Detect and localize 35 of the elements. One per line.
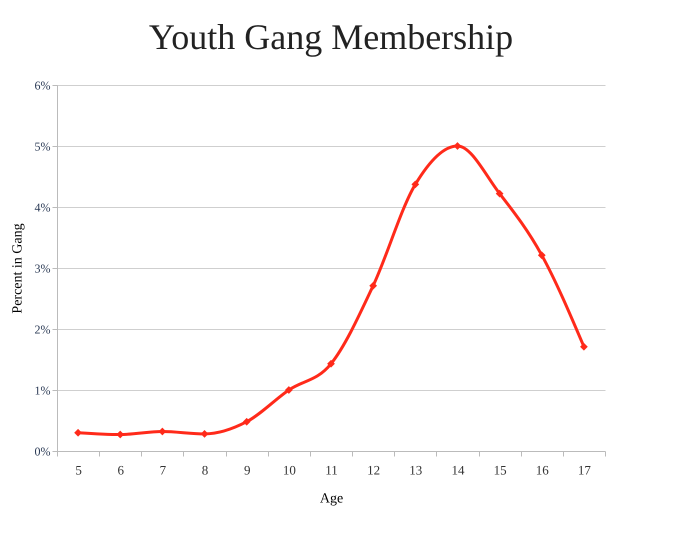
point	[74, 428, 82, 437]
y-tick-label: 5%	[34, 140, 50, 154]
y-tick-label: 3%	[34, 262, 50, 276]
point	[580, 342, 588, 351]
x-tick-label: 6	[117, 462, 124, 478]
y-tick-label: 0%	[34, 444, 50, 458]
point	[327, 360, 335, 368]
x-tick-label: 8	[202, 462, 208, 478]
x-tick-label: 14	[451, 462, 465, 478]
point	[496, 190, 504, 198]
point	[284, 386, 293, 394]
y-tick-label: 1%	[34, 384, 50, 398]
point	[200, 430, 208, 438]
point	[242, 418, 251, 426]
point	[369, 282, 378, 290]
y-tick-label: 4%	[34, 200, 50, 214]
point	[158, 428, 166, 436]
x-axis-title: Age	[320, 492, 344, 506]
chart-title: Youth Gang Membership	[148, 17, 514, 57]
x-tick-label: 10	[282, 462, 296, 478]
point	[538, 251, 546, 260]
point	[454, 142, 462, 150]
x-tick-label: 9	[244, 462, 250, 478]
x-tick-label: 13	[409, 462, 422, 478]
x-tick-label: 12	[367, 462, 380, 478]
x-tick-label: 15	[494, 462, 507, 478]
x-tick-label: 16	[536, 462, 550, 478]
x-tick-label: 7	[160, 462, 167, 478]
x-tick-label: 11	[325, 462, 338, 478]
y-axis-title: Percent in Gang	[10, 223, 26, 314]
y-tick-label: 6%	[34, 78, 50, 92]
x-tick-label: 17	[578, 462, 592, 478]
x-tick-label: 5	[75, 462, 82, 478]
y-tick-label: 2%	[34, 322, 50, 336]
point	[411, 180, 420, 188]
